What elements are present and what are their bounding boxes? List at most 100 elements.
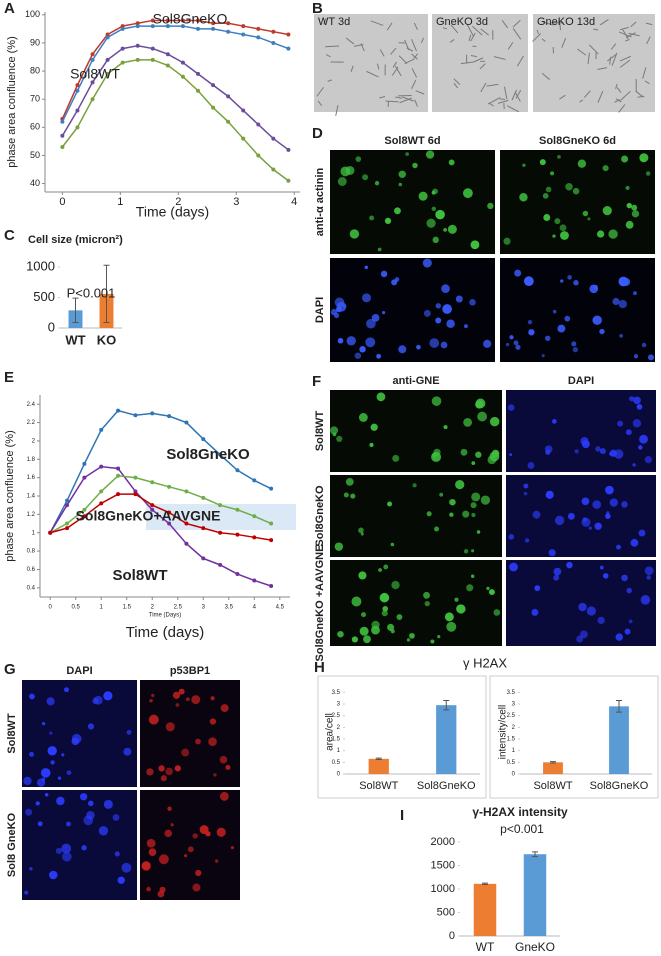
column-label: DAPI xyxy=(66,665,92,677)
cell xyxy=(460,61,475,65)
cell xyxy=(646,575,651,580)
cell xyxy=(360,43,365,52)
cell xyxy=(619,55,632,62)
cell xyxy=(630,21,637,28)
cell xyxy=(426,218,436,228)
cell xyxy=(371,620,380,630)
cell xyxy=(632,463,636,467)
cell xyxy=(48,870,58,880)
cell xyxy=(615,633,623,641)
cell xyxy=(602,206,612,216)
cell xyxy=(148,848,157,856)
cell xyxy=(574,449,579,454)
cell xyxy=(336,301,347,312)
micrograph xyxy=(330,258,495,362)
y-tick-label: 3 xyxy=(337,702,341,708)
point xyxy=(90,80,95,85)
y-tick-label: 1000 xyxy=(431,883,455,895)
cell xyxy=(414,99,419,107)
point xyxy=(241,108,246,113)
cell xyxy=(437,634,441,639)
annotation: Sol8WT xyxy=(70,66,120,82)
cell xyxy=(157,890,165,898)
series-line xyxy=(61,19,289,120)
point xyxy=(226,29,231,34)
x-tick-label: 2 xyxy=(151,605,155,611)
cell xyxy=(184,853,188,858)
cell xyxy=(219,755,228,764)
cell xyxy=(488,589,495,596)
point xyxy=(105,35,110,40)
point xyxy=(135,24,140,29)
cell xyxy=(511,89,518,101)
cell xyxy=(379,96,386,99)
point xyxy=(218,452,223,457)
point xyxy=(218,503,223,508)
point xyxy=(269,538,274,543)
cell xyxy=(23,776,32,786)
panel-label: B xyxy=(312,0,323,17)
cell xyxy=(56,796,65,806)
point xyxy=(252,578,257,583)
y-tick-label: 1 xyxy=(512,748,516,754)
image-label: WT 3d xyxy=(318,16,350,28)
x-tick-label: 3 xyxy=(233,196,239,208)
cell xyxy=(195,738,201,745)
column-label: Sol8GneKO 6d xyxy=(539,135,616,147)
cell xyxy=(531,608,539,616)
cell xyxy=(487,97,501,105)
cell xyxy=(29,867,33,871)
x-tick-label: 3 xyxy=(202,605,206,611)
cell xyxy=(503,237,511,245)
y-tick-label: 40 xyxy=(30,178,40,188)
cell xyxy=(541,354,545,358)
cell xyxy=(612,297,620,306)
cell xyxy=(466,584,474,592)
cell xyxy=(572,346,579,353)
cell xyxy=(40,768,51,778)
x-tick-label: 1 xyxy=(100,605,104,611)
cell xyxy=(566,561,573,569)
point xyxy=(226,94,231,99)
cell xyxy=(317,100,323,106)
cell xyxy=(369,215,375,221)
cell xyxy=(406,638,411,642)
cell xyxy=(639,153,649,163)
point xyxy=(201,495,206,500)
cell xyxy=(219,791,229,801)
cell xyxy=(543,214,551,222)
cell xyxy=(582,517,588,522)
cell xyxy=(622,278,631,286)
cell xyxy=(626,587,632,594)
cell xyxy=(358,571,367,580)
panel-label: C xyxy=(4,227,15,244)
y-tick-label: 2.2 xyxy=(27,420,36,426)
cell xyxy=(117,876,125,884)
cell xyxy=(644,80,650,85)
series-line xyxy=(61,44,289,151)
cell xyxy=(50,760,55,765)
point xyxy=(65,503,70,508)
cell xyxy=(633,291,637,296)
cell xyxy=(385,100,399,103)
point xyxy=(235,507,240,512)
cell xyxy=(469,299,476,306)
cell xyxy=(631,210,640,218)
cell xyxy=(61,753,65,757)
cell xyxy=(29,693,35,700)
point xyxy=(165,24,170,29)
annotation: P<0.001 xyxy=(67,285,116,300)
cell xyxy=(412,162,418,169)
cell xyxy=(358,527,364,534)
point xyxy=(226,21,231,26)
point xyxy=(65,498,70,503)
cell xyxy=(640,595,651,605)
cell xyxy=(605,513,611,519)
point xyxy=(99,427,104,432)
cell xyxy=(560,279,564,283)
cell xyxy=(597,616,605,625)
cell xyxy=(370,20,384,26)
point xyxy=(99,489,104,494)
cell xyxy=(195,869,202,877)
point xyxy=(211,83,216,88)
